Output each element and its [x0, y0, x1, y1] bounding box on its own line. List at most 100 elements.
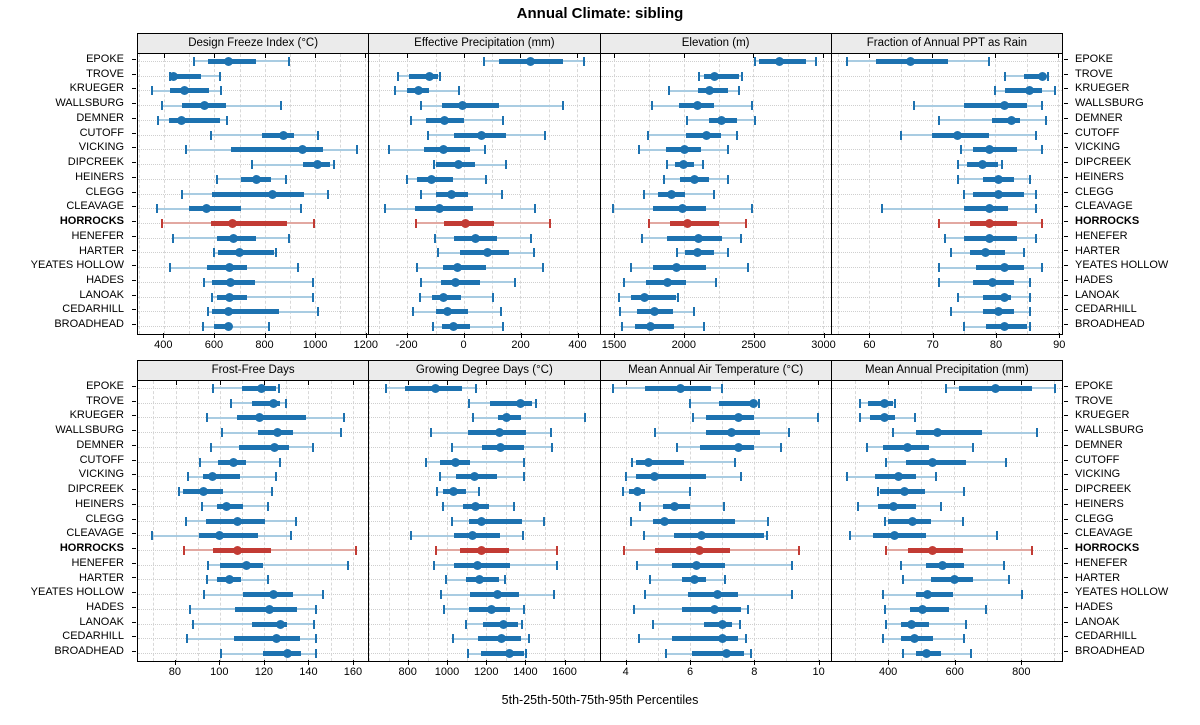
whisker-cap: [738, 619, 741, 629]
site-label: HADES: [86, 601, 124, 614]
median-dot: [693, 248, 703, 258]
site-label: DEMNER: [1075, 438, 1123, 451]
whisker-cap: [316, 130, 319, 140]
whisker-cap: [1035, 130, 1038, 140]
median-dot: [450, 277, 460, 287]
whisker-cap: [648, 218, 651, 228]
whisker-cap: [160, 218, 163, 228]
whisker-cap: [491, 292, 494, 302]
x-axis: 80 100 120 140 160: [137, 660, 369, 682]
site-label: VICKING: [78, 141, 124, 154]
site-tick-mark: [132, 88, 136, 90]
whisker-cap: [1035, 233, 1038, 243]
whisker-cap: [937, 263, 940, 273]
whisker-cap: [287, 233, 290, 243]
whisker-cap: [639, 501, 642, 511]
site-label: HEINERS: [75, 170, 124, 183]
whisker-cap: [561, 101, 564, 111]
median-dot: [502, 413, 512, 423]
median-dot: [222, 501, 232, 511]
whisker-cap: [647, 130, 650, 140]
whisker-cap: [482, 56, 485, 66]
median-dot: [227, 218, 237, 228]
row-gridline: [831, 417, 1062, 419]
site-tick-mark: [1064, 533, 1068, 535]
whisker-cap: [160, 101, 163, 111]
range-5th-95th: [425, 461, 525, 464]
site-tick-mark: [132, 58, 136, 60]
range-5th-95th: [207, 564, 349, 567]
median-dot: [460, 218, 470, 228]
whisker-cap: [633, 604, 636, 614]
median-dot: [450, 457, 460, 467]
whisker-cap: [316, 307, 319, 317]
median-dot: [906, 619, 916, 629]
median-dot: [1000, 292, 1010, 302]
whisker-cap: [512, 501, 515, 511]
top-tick-mark: [995, 54, 997, 58]
site-label: BROADHEAD: [1075, 318, 1145, 331]
median-dot: [918, 604, 928, 614]
whisker-cap: [956, 292, 959, 302]
site-label: LANOAK: [79, 288, 124, 301]
x-tick-label: 3000: [811, 339, 836, 351]
whisker-cap: [285, 174, 288, 184]
range-25th-75th: [635, 474, 707, 480]
median-dot: [933, 428, 943, 438]
median-dot: [978, 160, 988, 170]
whisker-cap: [530, 233, 533, 243]
whisker-cap: [275, 472, 278, 482]
median-dot: [225, 263, 235, 273]
whisker-cap: [420, 189, 423, 199]
whisker-cap: [432, 322, 435, 332]
range-25th-75th: [706, 415, 754, 421]
site-tick-mark: [132, 474, 136, 476]
whisker-cap: [727, 174, 730, 184]
whisker-cap: [501, 322, 504, 332]
whisker-cap: [943, 233, 946, 243]
range-25th-75th: [654, 547, 730, 553]
whisker-cap: [452, 634, 455, 644]
median-dot: [682, 218, 692, 228]
whisker-cap: [396, 71, 399, 81]
site-tick-mark: [1064, 592, 1068, 594]
x-tick-mark: [954, 660, 956, 665]
panel-strip-title: Fraction of Annual PPT as Rain: [831, 34, 1062, 54]
left-site-labels: EPOKE TROVE KRUEGER WALLSBURG DEMNER CUTOFF VI…: [0, 52, 130, 332]
median-dot: [255, 413, 265, 423]
whisker-cap: [644, 590, 647, 600]
panel-strip-title: Effective Precipitation (mm): [369, 34, 600, 54]
row-gridline: [369, 387, 600, 389]
site-label: HEINERS: [75, 497, 124, 510]
site-tick-mark: [132, 206, 136, 208]
whisker-cap: [443, 604, 446, 614]
whisker-cap: [964, 619, 967, 629]
whisker-cap: [676, 292, 679, 302]
whisker-cap: [355, 145, 358, 155]
range-5th-95th: [472, 416, 585, 419]
whisker-cap: [311, 277, 314, 287]
panel-plot: [831, 381, 1062, 661]
whisker-cap: [745, 218, 748, 228]
median-dot: [1006, 115, 1016, 125]
whisker-cap: [1044, 115, 1047, 125]
range-25th-75th: [992, 117, 1021, 123]
site-label: DIPCREEK: [67, 483, 124, 496]
range-25th-75th: [408, 73, 439, 79]
whisker-cap: [535, 398, 538, 408]
right-site-labels: EPOKE TROVE KRUEGER WALLSBURG DEMNER CUTOFF VI…: [1069, 52, 1199, 332]
x-tick-label: 10: [812, 666, 825, 678]
median-dot: [938, 560, 948, 570]
site-tick-mark: [132, 162, 136, 164]
whisker-cap: [534, 204, 537, 214]
panel-plot: [138, 54, 369, 334]
whisker-cap: [533, 248, 536, 258]
whisker-cap: [641, 233, 644, 243]
site-tick-mark: [1064, 294, 1068, 296]
row-gridline: [600, 311, 831, 313]
whisker-cap: [528, 634, 531, 644]
range-5th-95th: [211, 296, 313, 299]
range-25th-75th: [669, 220, 719, 226]
whisker-cap: [692, 413, 695, 423]
whisker-cap: [733, 457, 736, 467]
